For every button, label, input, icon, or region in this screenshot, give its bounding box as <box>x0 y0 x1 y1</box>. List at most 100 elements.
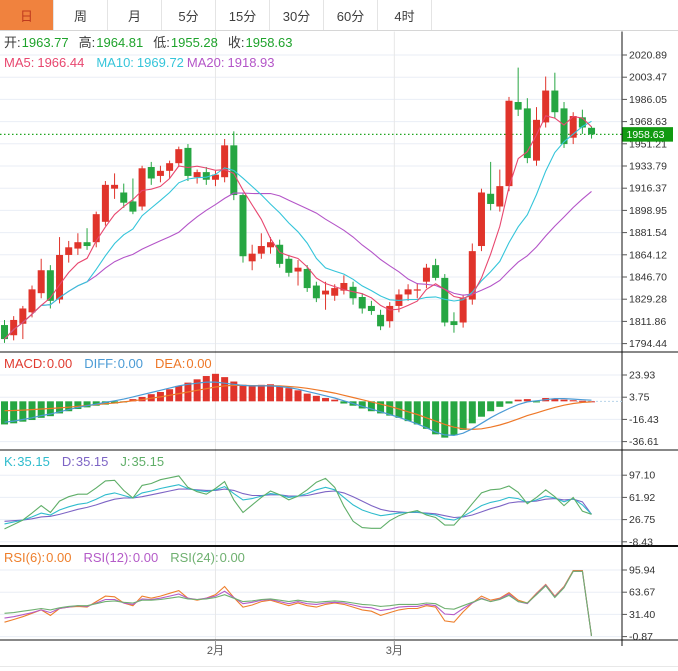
candle-body <box>432 265 440 278</box>
axis-tick-label: 2003.47 <box>629 72 667 84</box>
timeframe-tab-0[interactable]: 日 <box>0 0 54 30</box>
macd-bar <box>10 401 18 424</box>
d-value: 35.15 <box>75 454 109 469</box>
candle-body <box>331 288 339 296</box>
macd-panel[interactable] <box>1 373 622 438</box>
macd-bar <box>578 400 586 402</box>
diff-line <box>4 381 592 437</box>
macd-bar <box>386 401 394 416</box>
candle-body <box>312 285 320 299</box>
j-line <box>4 475 592 530</box>
month-label: 2月 <box>207 645 224 657</box>
rsi6-label: RSI(6): <box>4 550 46 565</box>
candle-body <box>514 102 522 110</box>
d-line <box>4 488 592 522</box>
candle-body <box>294 267 302 272</box>
last-price-value: 1958.63 <box>627 129 665 141</box>
macd-bar <box>303 393 311 402</box>
candle-body <box>569 116 577 138</box>
timeframe-tab-1[interactable]: 周 <box>54 0 108 30</box>
macd-bar <box>331 399 339 402</box>
axis-tick-label: -16.43 <box>629 414 659 426</box>
axis-tick-label: 61.92 <box>629 492 655 504</box>
candle-body <box>267 242 275 248</box>
candle-body <box>193 172 201 178</box>
timeframe-tab-3[interactable]: 5分 <box>162 0 216 30</box>
candle-body <box>303 268 311 289</box>
candle-body <box>551 90 559 113</box>
candle-body <box>46 270 54 301</box>
timeframe-tab-5[interactable]: 30分 <box>270 0 324 30</box>
rsi24-label: RSI(24): <box>170 550 219 565</box>
axis-tick-label: 1846.70 <box>629 272 667 284</box>
axis-tick-label: 1933.79 <box>629 161 667 173</box>
timeframe-tab-6[interactable]: 60分 <box>324 0 378 30</box>
macd-bar <box>239 384 247 402</box>
macd-bar <box>285 388 293 402</box>
x-axis-labels: 2月 3月 <box>207 640 403 657</box>
j-value: 35.15 <box>131 454 165 469</box>
rsi6-line <box>4 570 593 637</box>
candle-body <box>322 290 330 295</box>
candle-body <box>147 167 155 179</box>
timeframe-tab-2[interactable]: 月 <box>108 0 162 30</box>
macd-bar <box>74 401 82 410</box>
candle-body <box>129 201 137 212</box>
candle-body <box>367 305 375 312</box>
macd-bar <box>551 398 559 402</box>
k-value: 35.15 <box>17 454 50 469</box>
timeframe-tab-7[interactable]: 4时 <box>378 0 432 30</box>
macd-bar <box>312 395 320 402</box>
timeframe-tab-4[interactable]: 15分 <box>216 0 270 30</box>
macd-value: 0.00 <box>46 356 73 371</box>
macd-bar <box>533 401 541 403</box>
gridlines <box>0 31 622 646</box>
macd-bar <box>257 384 265 402</box>
candle-body <box>10 319 18 336</box>
ma20-value: 1918.93 <box>227 55 275 70</box>
axis-tick-label: 31.40 <box>629 609 655 621</box>
high-label: 高: <box>78 35 96 50</box>
candle-body <box>441 277 449 323</box>
kdj-panel[interactable] <box>4 475 592 530</box>
d-label: D: <box>61 454 75 469</box>
macd-bar <box>230 381 238 402</box>
macd-label: MACD: <box>4 356 46 371</box>
macd-legend-row: MACD:0.00 DIFF:0.00 DEA:0.00 <box>4 355 213 372</box>
candle-body <box>221 145 229 178</box>
axis-tick-label: 1916.37 <box>629 183 667 195</box>
axis-tick-label: -36.61 <box>629 436 659 448</box>
candle-body <box>166 163 174 171</box>
candle-body <box>37 270 45 294</box>
candle-body <box>386 305 394 322</box>
last-price-badge: 1958.63 <box>622 127 673 142</box>
candle-body <box>404 289 412 295</box>
candle-body <box>377 314 385 327</box>
macd-bar <box>221 377 229 402</box>
main-candle-panel[interactable] <box>0 67 622 343</box>
axis-tick-label: 2020.89 <box>629 50 667 62</box>
ohlc-row: 开:1963.77 高:1964.81 低:1955.28 收:1958.63 <box>4 34 303 51</box>
k-label: K: <box>4 454 17 469</box>
candle-body <box>248 253 256 262</box>
candle-body <box>175 149 183 164</box>
macd-bar <box>28 401 36 421</box>
macd-bar <box>441 401 449 438</box>
candle-body <box>285 258 293 273</box>
panel-separators <box>0 31 678 667</box>
macd-bar <box>459 401 467 430</box>
candle-body <box>138 168 146 207</box>
candle-body <box>496 186 504 207</box>
axis-tick-label: 1794.44 <box>629 338 667 350</box>
rsi-panel[interactable] <box>4 570 593 637</box>
candle-body <box>111 184 119 189</box>
ma10-line <box>4 120 592 340</box>
axis-tick-label: -8.43 <box>629 536 653 548</box>
macd-bar <box>267 384 275 402</box>
ma5-value: 1966.44 <box>37 55 85 70</box>
axis-tick-label: 3.75 <box>629 392 650 404</box>
macd-bar <box>422 401 430 429</box>
axis-tick-label: 1829.28 <box>629 294 667 306</box>
macd-bar <box>65 401 73 412</box>
